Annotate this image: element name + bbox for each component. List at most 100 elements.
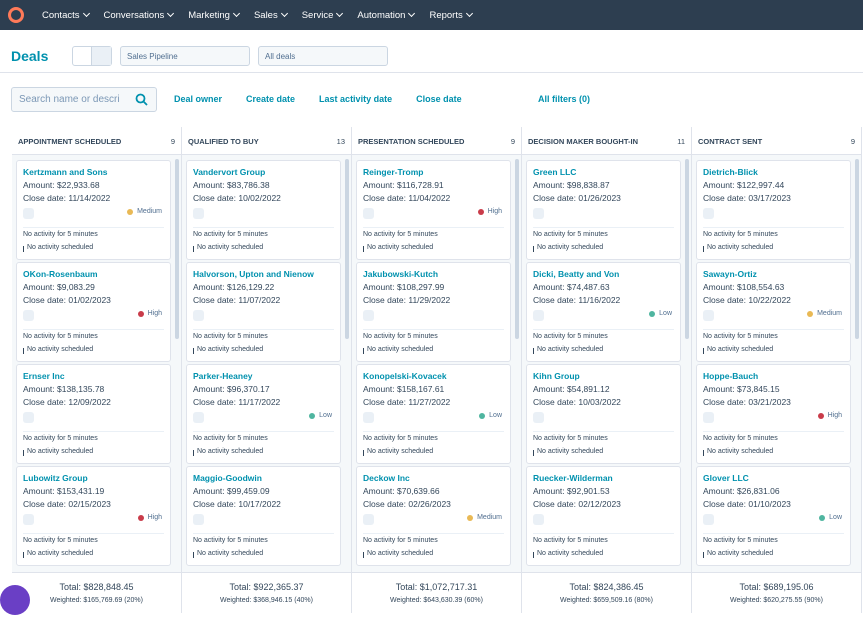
- deal-name[interactable]: Dicki, Beatty and Von: [533, 269, 620, 279]
- deal-name[interactable]: Kihn Group: [533, 371, 580, 381]
- deal-card[interactable]: Kihn Group Amount: $54,891.12 Close date: …: [526, 364, 681, 464]
- priority-dot: [477, 208, 484, 215]
- deal-card[interactable]: Halvorson, Upton and Nienow Amount: $126,…: [186, 262, 341, 362]
- deal-name[interactable]: Sawayn-Ortiz: [703, 269, 757, 279]
- alert-icon: [703, 450, 704, 456]
- deal-name[interactable]: Maggio-Goodwin: [193, 473, 262, 483]
- deal-card[interactable]: Jakubowski-Kutch Amount: $108,297.99 Close…: [356, 262, 511, 362]
- close-date: Close date: 10/03/2022: [533, 397, 621, 407]
- close-date: Close date: 11/17/2022: [193, 397, 281, 407]
- deal-card[interactable]: Maggio-Goodwin Amount: $99,459.09 Close da…: [186, 466, 341, 566]
- priority-dot: [137, 310, 144, 317]
- card-divider: [193, 533, 334, 534]
- deal-name[interactable]: Lubowitz Group: [23, 473, 88, 483]
- activity: No activity for 5 minutes: [363, 537, 438, 544]
- deal-card[interactable]: OKon-Rosenbaum Amount: $9,083.29 Close dat…: [16, 262, 171, 362]
- deal-card[interactable]: Ruecker-Wilderman Amount: $92,901.53 Close…: [526, 466, 681, 566]
- deal-name[interactable]: Parker-Heaney: [193, 371, 253, 381]
- deal-name[interactable]: Hoppe-Bauch: [703, 371, 759, 381]
- deal-name[interactable]: Ruecker-Wilderman: [533, 473, 613, 483]
- close-date: Close date: 02/12/2023: [533, 499, 621, 509]
- deal-card[interactable]: Kertzmann and Sons Amount: $22,933.68 Clos…: [16, 160, 171, 260]
- deal-card[interactable]: Konopelski-Kovacek Amount: $158,167.61 Clo…: [356, 364, 511, 464]
- divider: [0, 72, 863, 73]
- close-date: Close date: 11/14/2022: [23, 193, 111, 203]
- deal-card[interactable]: Glover LLC Amount: $26,831.06 Close date: …: [696, 466, 851, 566]
- activity: No activity for 5 minutes: [703, 333, 778, 340]
- deal-card[interactable]: Green LLC Amount: $98,838.87 Close date: 0…: [526, 160, 681, 260]
- deal-card[interactable]: Parker-Heaney Amount: $96,370.17 Close dat…: [186, 364, 341, 464]
- deal-card[interactable]: Reinger-Tromp Amount: $116,728.91 Close da…: [356, 160, 511, 260]
- alert-icon: [533, 348, 534, 354]
- priority-label: Medium: [477, 514, 502, 521]
- column-count: 13: [336, 137, 345, 146]
- nav-item[interactable]: Service: [302, 10, 343, 21]
- logo[interactable]: [8, 7, 24, 23]
- deal-name[interactable]: Deckow Inc: [363, 473, 410, 483]
- deal-name[interactable]: Ernser Inc: [23, 371, 65, 381]
- nav-item[interactable]: Contacts: [42, 10, 89, 21]
- column-weighted: Weighted: $659,509.16 (80%): [560, 597, 653, 604]
- deal-name[interactable]: Reinger-Tromp: [363, 167, 424, 177]
- alert-icon: [533, 246, 534, 252]
- deal-card[interactable]: Hoppe-Bauch Amount: $73,845.15 Close date:…: [696, 364, 851, 464]
- close-date: Close date: 11/04/2022: [363, 193, 451, 203]
- filter-button[interactable]: Create date: [246, 94, 296, 104]
- deal-name[interactable]: Kertzmann and Sons: [23, 167, 108, 177]
- nav-item[interactable]: Reports: [429, 10, 471, 21]
- priority-label: Low: [319, 412, 332, 419]
- nav-items: Contacts Conversations Marketing Sales Servi…: [42, 10, 472, 21]
- view-toggle[interactable]: [72, 46, 112, 66]
- scheduled: No activity scheduled: [367, 448, 434, 455]
- column-footer: Total: $689,195.06 Weighted: $620,275.55 …: [692, 572, 861, 613]
- list-view[interactable]: [73, 47, 93, 65]
- column-weighted: Weighted: $368,946.15 (40%): [220, 597, 313, 604]
- nav-item[interactable]: Automation: [357, 10, 414, 21]
- deal-card[interactable]: Deckow Inc Amount: $70,639.66 Close date: …: [356, 466, 511, 566]
- column-name: DECISION MAKER BOUGHT-IN: [528, 137, 639, 146]
- deal-card[interactable]: Dicki, Beatty and Von Amount: $74,487.63 C…: [526, 262, 681, 362]
- deal-amount: Amount: $22,933.68: [23, 180, 100, 190]
- all-filters[interactable]: All filters (0): [538, 94, 591, 104]
- scheduled: No activity scheduled: [537, 346, 604, 353]
- deal-name[interactable]: Dietrich-Blick: [703, 167, 758, 177]
- view-select[interactable]: All deals: [258, 46, 388, 66]
- column-footer: Total: $828,848.45 Weighted: $165,769.69 …: [12, 572, 181, 613]
- deal-name[interactable]: Green LLC: [533, 167, 577, 177]
- card-divider: [193, 227, 334, 228]
- deal-name[interactable]: Halvorson, Upton and Nienow: [193, 269, 314, 279]
- owner-avatar: [363, 310, 374, 321]
- nav-item[interactable]: Marketing: [188, 10, 239, 21]
- filter-button[interactable]: Close date: [416, 94, 462, 104]
- nav-item[interactable]: Conversations: [104, 10, 174, 21]
- deal-card[interactable]: Dietrich-Blick Amount: $122,997.44 Close d…: [696, 160, 851, 260]
- column-footer: Total: $1,072,717.31 Weighted: $643,630.3…: [352, 572, 521, 613]
- board-view[interactable]: [92, 47, 111, 65]
- priority-dot: [479, 412, 486, 419]
- page-title[interactable]: Deals: [11, 48, 49, 64]
- card-divider: [533, 227, 674, 228]
- deal-name[interactable]: Jakubowski-Kutch: [363, 269, 439, 279]
- deal-card[interactable]: Vandervort Group Amount: $83,786.38 Close …: [186, 160, 341, 260]
- deal-amount: Amount: $108,297.99: [363, 282, 445, 292]
- deal-card[interactable]: Lubowitz Group Amount: $153,431.19 Close d…: [16, 466, 171, 566]
- deal-amount: Amount: $108,554.63: [703, 282, 785, 292]
- pipeline-select[interactable]: Sales Pipeline: [120, 46, 250, 66]
- close-date: Close date: 03/17/2023: [703, 193, 791, 203]
- alert-icon: [363, 450, 364, 456]
- deal-card[interactable]: Ernser Inc Amount: $138,135.78 Close date:…: [16, 364, 171, 464]
- filter-button[interactable]: Deal owner: [174, 94, 223, 104]
- deal-name[interactable]: Konopelski-Kovacek: [363, 371, 447, 381]
- deal-card[interactable]: Sawayn-Ortiz Amount: $108,554.63 Close dat…: [696, 262, 851, 362]
- help-widget[interactable]: [0, 585, 30, 615]
- deal-name[interactable]: Vandervort Group: [193, 167, 266, 177]
- priority-label: Medium: [817, 310, 842, 317]
- filter-button[interactable]: Last activity date: [319, 94, 393, 104]
- search-icon[interactable]: [135, 93, 148, 106]
- search-input[interactable]: Search name or descri: [11, 87, 157, 112]
- close-date: Close date: 10/02/2022: [193, 193, 281, 203]
- nav-item[interactable]: Sales: [254, 10, 287, 21]
- deal-name[interactable]: OKon-Rosenbaum: [23, 269, 98, 279]
- deal-name[interactable]: Glover LLC: [703, 473, 749, 483]
